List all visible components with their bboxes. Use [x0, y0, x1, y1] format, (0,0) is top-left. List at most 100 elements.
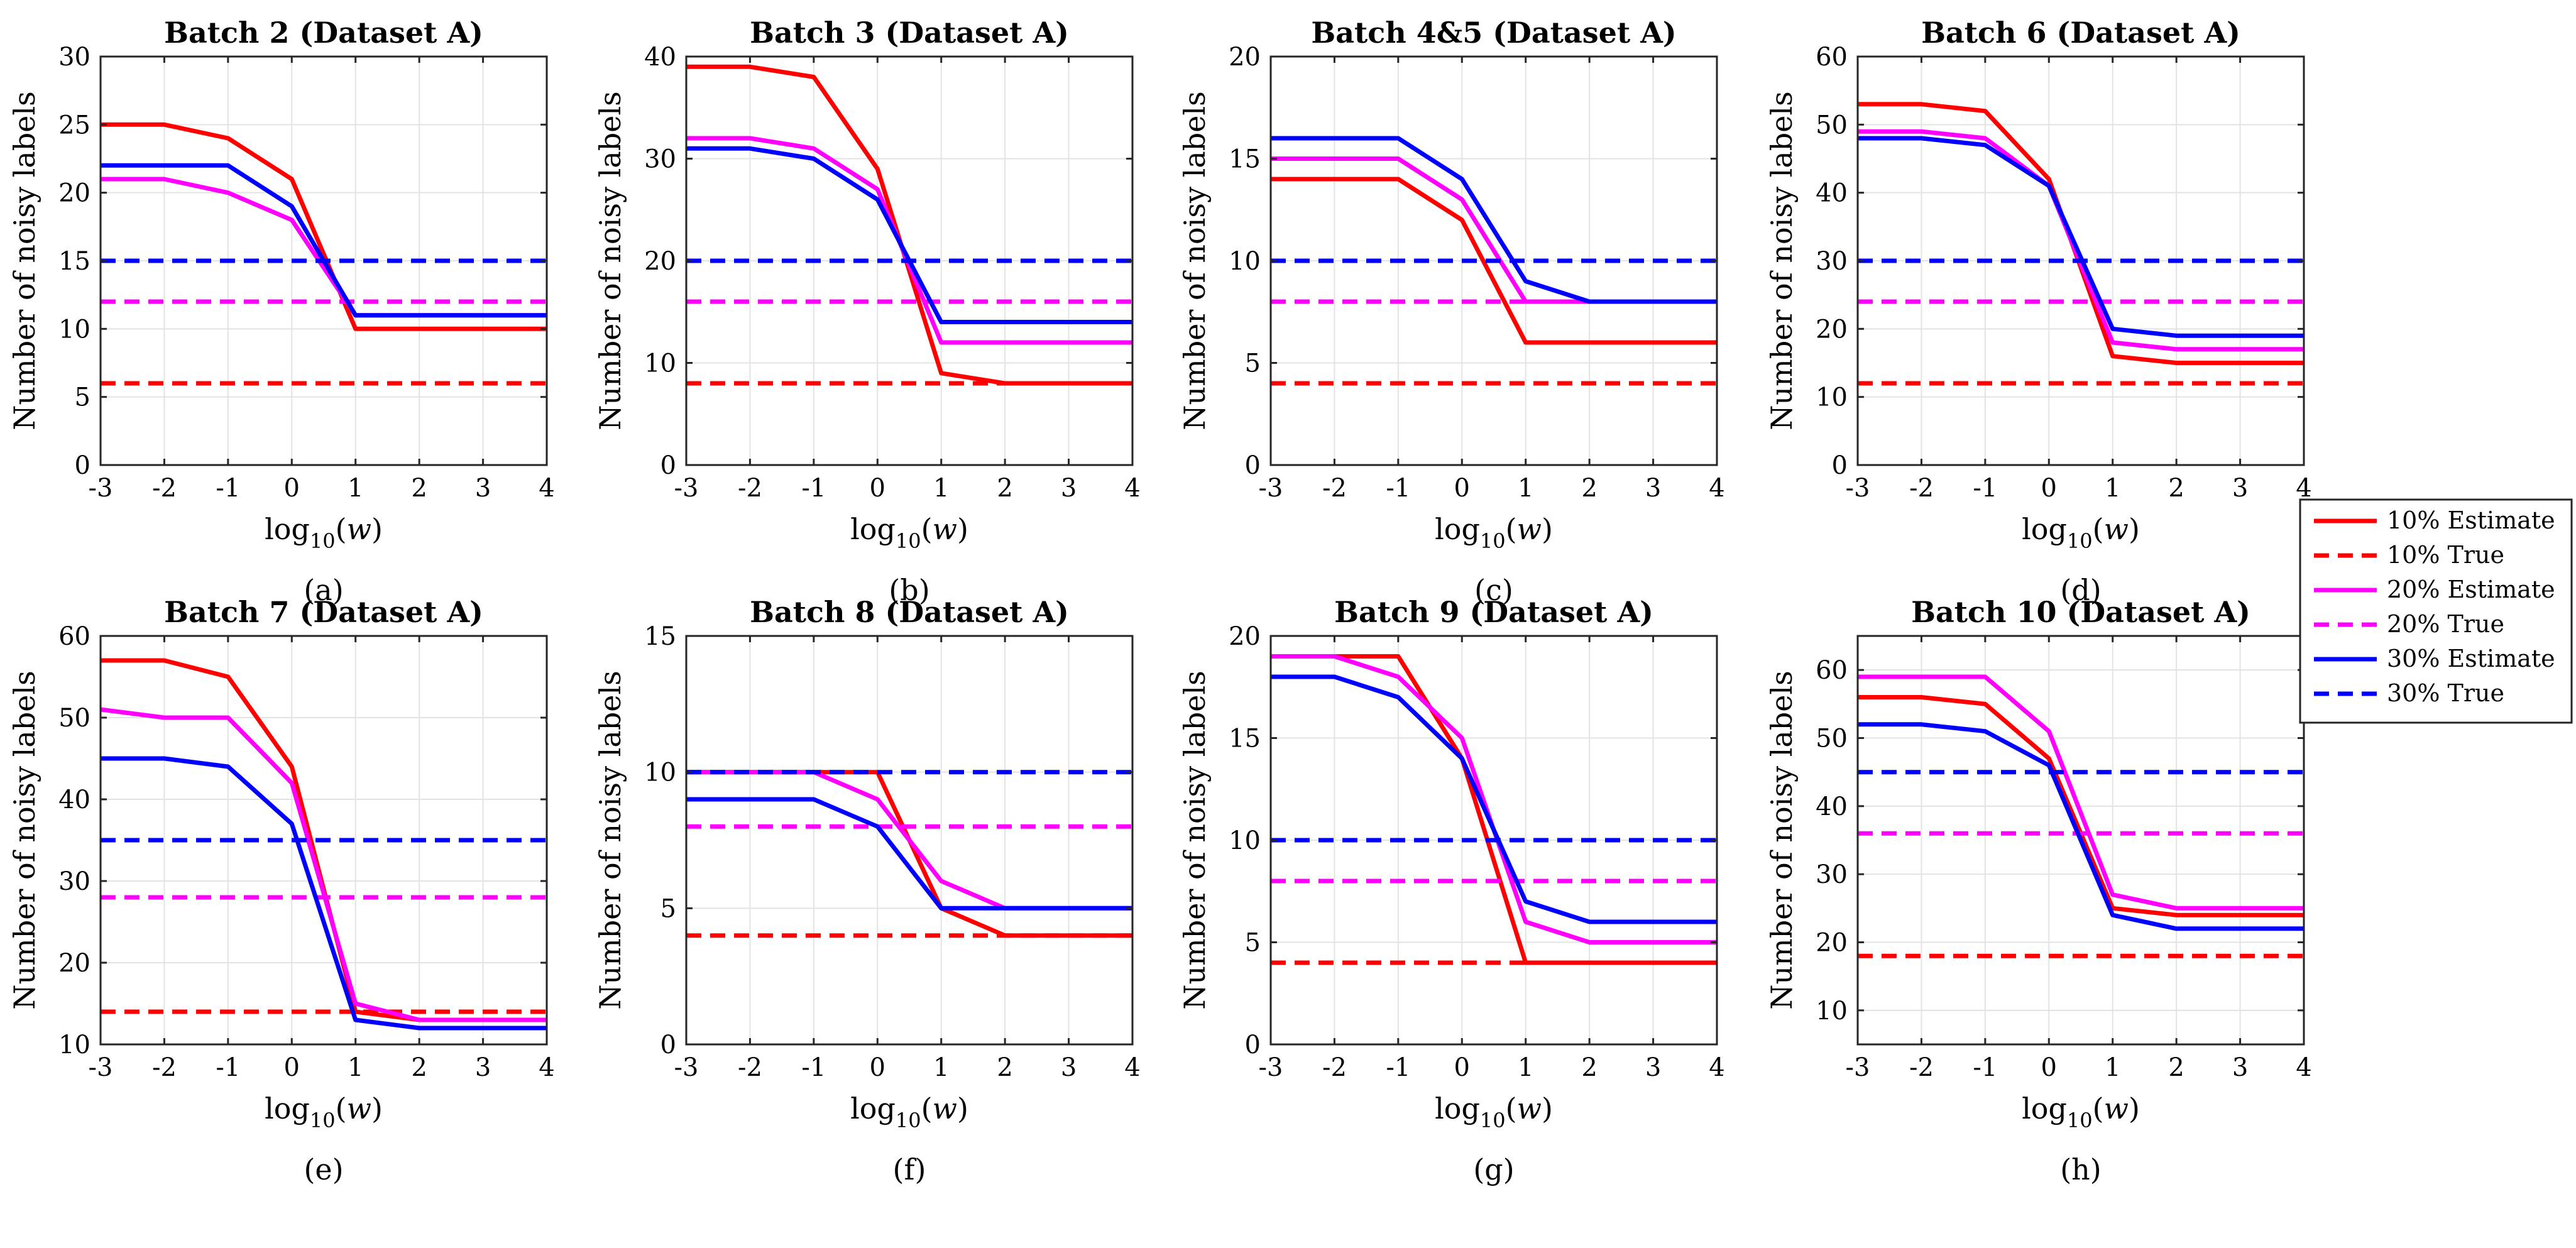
series-line-30-estimate [1858, 722, 2304, 931]
x-tick-label: 4 [1709, 474, 1724, 503]
x-label-open-paren: ( [921, 1092, 933, 1125]
x-label-close-paren: ) [371, 512, 383, 546]
y-tick-label: 50 [1816, 111, 1848, 140]
x-label-subscript: 10 [896, 529, 921, 553]
x-label-variable: w [933, 1092, 957, 1125]
y-tick-label: 20 [58, 949, 90, 978]
x-tick-label: 3 [1061, 1053, 1077, 1082]
x-tick-label: -2 [738, 474, 762, 503]
x-label-open-paren: ( [1506, 1092, 1517, 1125]
x-tick-label: 4 [1709, 1053, 1724, 1082]
x-label-subscript: 10 [310, 529, 336, 553]
y-axis-label: Number of noisy labels [1178, 91, 1212, 430]
x-tick-label: 3 [475, 1053, 491, 1082]
series-line-20-estimate [1858, 129, 2304, 352]
x-axis-label: log10(w) [265, 1092, 383, 1132]
x-tick-label: -3 [674, 1053, 699, 1082]
y-tick-label: 50 [58, 704, 90, 733]
x-tick-label: 4 [539, 1053, 554, 1082]
subplot-c: -3 -2 -1 0 1 2 3 4 0 5 10 15 20 Batch 4&5 (Dataset A)… [1178, 16, 1725, 607]
x-label-close-paren: ) [371, 1092, 383, 1125]
y-tick-label: 0 [1245, 451, 1261, 480]
x-tick-label: -3 [89, 474, 113, 503]
axes-box [99, 635, 548, 1046]
y-tick-label: 30 [58, 43, 90, 72]
x-label-close-paren: ) [1542, 512, 1553, 546]
x-axis-label: log10(w) [1435, 1092, 1553, 1132]
y-tick-label: 5 [75, 383, 90, 412]
y-tick-label: 0 [1245, 1031, 1261, 1059]
y-axis-label: Number of noisy labels [8, 671, 41, 1010]
x-label-log: log [850, 512, 896, 546]
subplot-f: -3 -2 -1 0 1 2 3 4 0 5 10 15 Batch 8 (Dataset A) Numb… [593, 595, 1141, 1186]
y-tick-label: 20 [1229, 43, 1261, 72]
x-label-variable: w [347, 512, 371, 546]
x-tick-label: 0 [1454, 1053, 1470, 1082]
x-tick-label: 4 [1124, 474, 1140, 503]
x-tick-label: 0 [870, 1053, 885, 1082]
x-label-close-paren: ) [2129, 1092, 2140, 1125]
x-tick-label: 1 [1518, 474, 1533, 503]
x-tick-label: 1 [348, 474, 363, 503]
x-tick-label: 3 [1061, 474, 1077, 503]
y-tick-label: 15 [1229, 145, 1261, 174]
x-tick-label: -2 [1322, 474, 1347, 503]
series-line-20-estimate [686, 136, 1132, 345]
x-label-close-paren: ) [1542, 1092, 1553, 1125]
y-axis-label: Number of noisy labels [1765, 91, 1799, 430]
plot-title: Batch 8 (Dataset A) [750, 595, 1069, 629]
plot-title: Batch 4&5 (Dataset A) [1311, 16, 1676, 50]
legend-entry-label: 10% True [2387, 541, 2504, 569]
x-tick-label: 2 [1581, 474, 1597, 503]
subplot-caption: (d) [2060, 573, 2101, 607]
x-tick-label: -1 [1386, 1053, 1410, 1082]
y-tick-label: 5 [1245, 929, 1261, 958]
x-tick-label: 0 [870, 474, 885, 503]
x-tick-label: -1 [1973, 1053, 1997, 1082]
series-line-30-estimate [686, 797, 1132, 911]
x-tick-label: -2 [1322, 1053, 1347, 1082]
subplot-caption: (a) [304, 573, 343, 607]
y-tick-label: 30 [58, 867, 90, 896]
y-tick-label: 30 [644, 145, 676, 174]
x-label-subscript: 10 [2067, 529, 2093, 553]
x-axis-label: log10(w) [2022, 1092, 2140, 1132]
subplot-caption: (h) [2060, 1152, 2102, 1186]
legend-entry-label: 10% Estimate [2387, 506, 2555, 534]
subplot-e: -3 -2 -1 0 1 2 3 4 10 20 30 40 50 60 Batch 7 (Dataset … [8, 595, 555, 1186]
y-tick-label: 0 [660, 1031, 676, 1059]
x-label-log: log [2022, 512, 2067, 546]
y-tick-label: 0 [75, 451, 90, 480]
x-axis-label: log10(w) [850, 512, 968, 553]
y-tick-label: 40 [1816, 792, 1848, 821]
y-tick-label: 10 [1229, 826, 1261, 855]
x-axis-label: log10(w) [850, 1092, 968, 1132]
x-tick-label: 3 [1645, 474, 1661, 503]
y-tick-label: 15 [58, 247, 90, 276]
y-tick-label: 60 [1816, 656, 1848, 685]
x-tick-label: -2 [1909, 474, 1934, 503]
x-tick-label: 2 [411, 1053, 427, 1082]
x-label-variable: w [2104, 1092, 2129, 1125]
x-tick-label: 4 [2296, 474, 2311, 503]
x-tick-label: 2 [2168, 1053, 2184, 1082]
x-label-subscript: 10 [2067, 1108, 2093, 1132]
x-tick-label: 0 [284, 474, 300, 503]
x-tick-label: 1 [933, 1053, 949, 1082]
x-tick-label: -1 [1386, 474, 1410, 503]
x-label-open-paren: ( [336, 512, 347, 546]
subplot-caption: (g) [1473, 1152, 1514, 1186]
x-tick-label: 0 [2041, 1053, 2057, 1082]
y-tick-label: 5 [1245, 349, 1261, 378]
y-tick-label: 0 [1832, 451, 1848, 480]
x-tick-label: 1 [2105, 474, 2120, 503]
x-tick-label: -3 [1259, 1053, 1283, 1082]
x-tick-label: 1 [348, 1053, 363, 1082]
y-axis-label: Number of noisy labels [593, 671, 627, 1010]
x-tick-label: -1 [1973, 474, 1997, 503]
series-line-30-estimate [1271, 674, 1717, 924]
x-label-log: log [1435, 1092, 1480, 1125]
series-line-20-estimate [1858, 674, 2304, 911]
y-tick-label: 25 [58, 111, 90, 140]
